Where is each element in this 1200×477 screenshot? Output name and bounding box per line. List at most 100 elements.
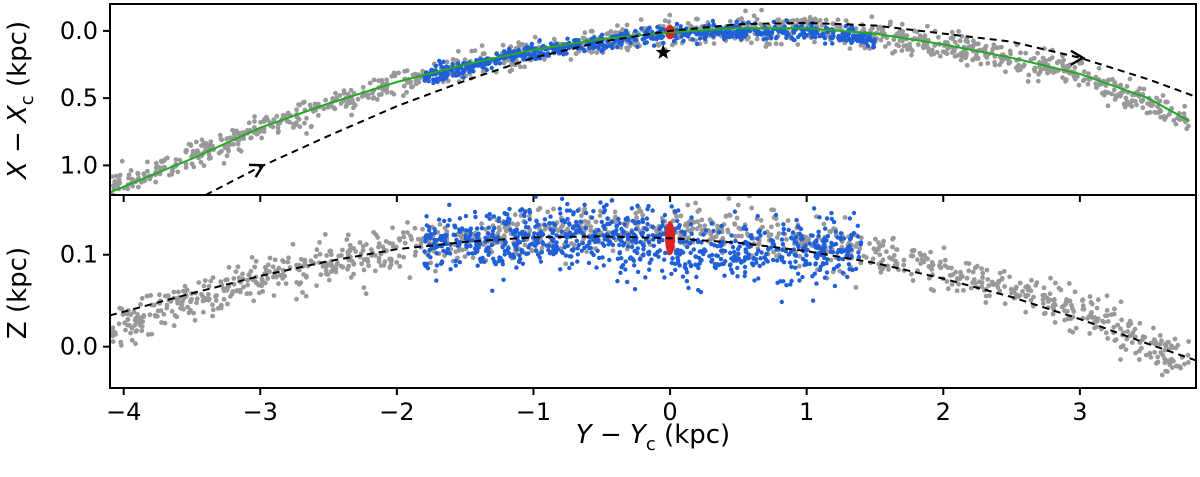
gray-star-point: [666, 19, 672, 25]
gray-star-point: [433, 268, 438, 274]
blue-star-point: [779, 299, 784, 305]
gray-star-point: [294, 262, 299, 268]
blue-star-point: [723, 29, 728, 35]
gray-star-point: [749, 40, 754, 46]
gray-star-point: [615, 23, 620, 28]
gray-star-point: [1095, 297, 1101, 303]
gray-star-point: [219, 137, 225, 143]
blue-star-point: [524, 45, 529, 50]
gray-star-point: [245, 277, 250, 283]
gray-star-point: [997, 62, 1003, 68]
blue-star-point: [623, 267, 628, 272]
bottom-x-ticks: −4 −3 −2 −1 0 1 2 3: [106, 388, 1088, 426]
gray-star-point: [166, 172, 172, 178]
blue-star-point: [510, 231, 516, 236]
gray-star-point: [192, 317, 198, 323]
gray-star-point: [396, 70, 402, 76]
gray-star-point: [1003, 69, 1008, 75]
gray-star-point: [710, 235, 716, 241]
gray-star-point: [970, 269, 976, 275]
blue-star-point: [540, 240, 545, 245]
gray-star-point: [244, 291, 250, 297]
blue-star-point: [635, 246, 640, 251]
blue-star-point: [691, 247, 696, 252]
gray-star-point: [910, 278, 916, 283]
gray-star-point: [971, 277, 977, 282]
blue-star-point: [438, 61, 443, 67]
blue-star-point: [739, 36, 744, 42]
gray-star-point: [797, 253, 802, 259]
blue-star-point: [453, 258, 458, 264]
blue-star-point: [729, 233, 734, 238]
gray-star-point: [877, 243, 883, 249]
blue-star-point: [519, 248, 524, 253]
gray-star-point: [695, 219, 700, 225]
gray-star-point: [996, 280, 1001, 285]
gray-star-point: [890, 236, 895, 242]
blue-star-point: [751, 256, 756, 261]
blue-star-point: [432, 240, 437, 246]
gray-star-point: [420, 68, 425, 74]
blue-star-point: [589, 215, 595, 220]
blue-star-point: [682, 232, 687, 237]
gray-star-point: [384, 77, 389, 83]
gray-star-point: [156, 164, 162, 170]
blue-star-point: [635, 44, 640, 49]
gray-star-point: [853, 244, 858, 249]
gray-star-point: [954, 288, 960, 294]
blue-star-point: [710, 257, 715, 263]
gray-star-point: [1063, 301, 1069, 306]
gray-star-point: [401, 234, 407, 240]
gray-star-point: [124, 322, 130, 328]
gray-star-point: [164, 305, 170, 311]
x-tick-label: 2: [936, 398, 951, 426]
gray-star-point: [253, 258, 259, 264]
gray-star-point: [497, 227, 503, 233]
blue-star-point: [586, 260, 592, 266]
gray-star-point: [1069, 305, 1075, 311]
blue-star-point: [579, 248, 584, 253]
gray-star-point: [1173, 121, 1179, 127]
blue-star-point: [828, 245, 833, 250]
gray-star-point: [1155, 354, 1161, 360]
gray-star-point: [1139, 97, 1145, 103]
blue-star-point: [747, 28, 753, 34]
gray-star-point: [145, 159, 150, 165]
gray-star-point: [882, 44, 888, 49]
blue-star-point: [656, 254, 661, 259]
gray-star-point: [1111, 324, 1117, 330]
gray-star-point: [949, 29, 955, 35]
gray-star-point: [184, 287, 190, 293]
gray-star-point: [931, 51, 937, 57]
gray-star-point: [580, 35, 586, 41]
blue-star-point: [632, 248, 637, 254]
gray-star-point: [980, 270, 986, 276]
blue-star-point: [823, 226, 828, 231]
gray-star-point: [238, 148, 244, 154]
blue-star-point: [830, 41, 835, 46]
blue-star-point: [644, 40, 649, 45]
gray-star-point: [138, 302, 143, 307]
gray-star-point: [877, 24, 883, 30]
gray-star-point: [129, 325, 135, 331]
blue-star-point: [715, 244, 720, 249]
gray-star-point: [308, 124, 314, 130]
gray-star-point: [987, 293, 992, 299]
gray-star-point: [873, 249, 879, 255]
gray-star-point: [341, 88, 347, 93]
blue-star-point: [773, 36, 779, 41]
gray-star-point: [500, 42, 506, 48]
blue-star-point: [669, 260, 674, 266]
gray-star-point: [1044, 295, 1050, 301]
blue-star-point: [602, 226, 607, 231]
gray-star-point: [936, 34, 941, 40]
gray-star-point: [293, 120, 299, 126]
gray-star-point: [235, 288, 240, 293]
gray-star-point: [213, 298, 219, 303]
bottom-plot-area: [110, 195, 1196, 378]
blue-star-point: [619, 226, 624, 232]
gray-star-point: [304, 115, 309, 121]
gray-star-point: [391, 91, 397, 97]
gray-star-point: [1080, 78, 1086, 84]
gray-star-point: [413, 81, 419, 87]
